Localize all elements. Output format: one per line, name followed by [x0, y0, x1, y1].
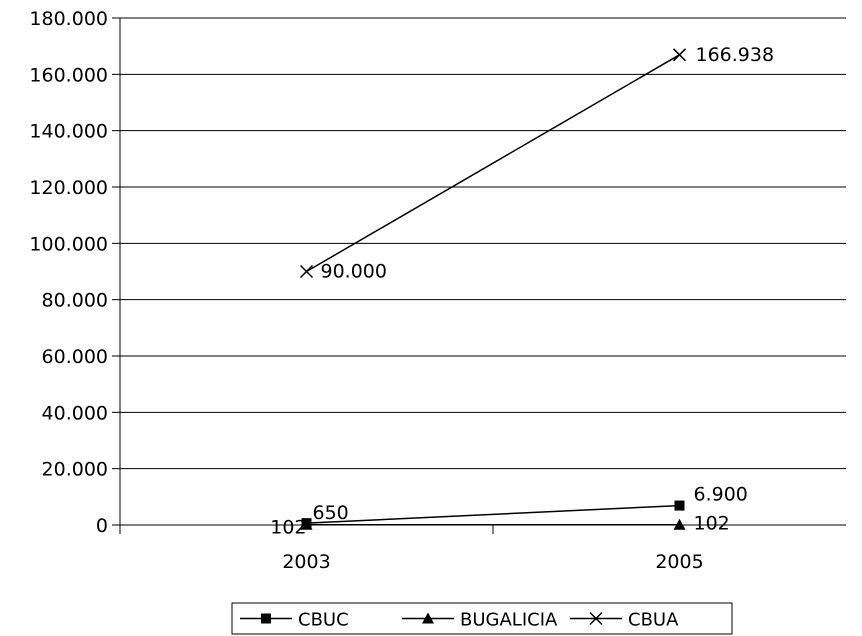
data-labels: 650 6.900 102 102 90.000 166.938: [270, 44, 774, 539]
legend-label-cbuc: CBUC: [298, 610, 349, 631]
data-label-cbuc-0: 650: [313, 502, 349, 524]
x-tick-label-1: 2005: [655, 551, 703, 573]
data-label-bugalicia-1: 102: [694, 513, 730, 535]
y-tick-label-2: 40.000: [42, 402, 108, 424]
marker-bugalicia-1: [673, 518, 686, 530]
marker-cbua-1: [672, 48, 687, 62]
y-tick-label-5: 100.000: [29, 233, 108, 255]
y-tick-label-1: 20.000: [42, 459, 108, 481]
legend-label-bugalicia: BUGALICIA: [460, 610, 558, 631]
y-tick-label-7: 140.000: [29, 121, 108, 143]
legend-marker-cbuc: [261, 613, 271, 624]
x-tick-label-0: 2003: [282, 551, 330, 573]
series-line-cbuc: [306, 504, 680, 524]
marker-bugalicia-0: [300, 518, 313, 530]
legend-label-cbua: CBUA: [628, 610, 679, 631]
marker-cbuc-1: [674, 500, 685, 511]
axes: 0 20.000 40.000 60.000 80.000 100.000 120.000 1…: [29, 8, 846, 573]
y-tick-label-6: 120.000: [29, 177, 108, 199]
y-tick-label-9: 180.000: [29, 8, 108, 30]
data-label-cbua-1: 166.938: [696, 44, 775, 66]
data-label-cbuc-1: 6.900: [694, 484, 748, 506]
y-tick-label-4: 80.000: [42, 290, 108, 312]
legend-box: [231, 602, 733, 635]
series-lines: [299, 48, 687, 530]
marker-cbua-0: [299, 264, 314, 279]
y-tick-label-0: 0: [96, 515, 108, 537]
legend: CBUC BUGALICIA CBUA: [231, 602, 733, 635]
legend-marker-cbua: [589, 611, 603, 626]
data-label-cbua-0: 90.000: [321, 261, 387, 283]
series-line-cbua: [306, 54, 680, 273]
legend-marker-bugalicia: [422, 612, 434, 624]
y-tick-label-3: 60.000: [42, 346, 108, 368]
data-label-bugalicia-0: 102: [270, 517, 306, 539]
y-tick-label-8: 160.000: [29, 64, 108, 86]
gridlines: [120, 17, 846, 470]
